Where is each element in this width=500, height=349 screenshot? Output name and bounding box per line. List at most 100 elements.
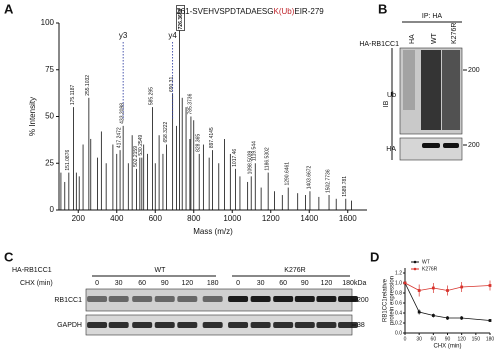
x-tick-label: 90 — [445, 336, 451, 342]
point — [460, 285, 464, 289]
time-label: 120 — [321, 280, 333, 287]
x-tick-label: 1400 — [300, 214, 318, 223]
peak-label: 1403.6672 — [306, 165, 312, 189]
peak-label: 151.0876 — [65, 150, 71, 171]
title-part: 261-SVEHVSPDTADAESG — [176, 7, 273, 16]
band — [132, 296, 153, 302]
lane-label: K276R — [451, 23, 458, 44]
band — [273, 296, 294, 302]
peak-label: 658.3222 — [163, 121, 169, 142]
band — [108, 322, 129, 328]
panel-letter: D — [370, 249, 379, 264]
peak-label: 785.3736 — [187, 93, 193, 114]
x-tick-label: 1600 — [339, 214, 357, 223]
smear — [421, 50, 441, 130]
row-label: HA — [386, 146, 396, 153]
y-tick-label: 50 — [45, 112, 54, 121]
x-tick-label: 180 — [486, 336, 495, 342]
peak-label: 1098.5039 — [248, 150, 254, 174]
band — [177, 322, 198, 328]
peak-label: 502.2159 — [133, 146, 139, 167]
band — [338, 322, 359, 328]
x-tick-label: 120 — [457, 336, 466, 342]
time-label: 30 — [115, 280, 123, 287]
x-tick-label: 200 — [72, 214, 86, 223]
marker-label: 200 — [357, 297, 369, 304]
band — [87, 322, 108, 328]
y-tick-label: 0.6 — [395, 300, 402, 306]
panel-letter: A — [4, 1, 14, 16]
x-axis-label: Mass (m/z) — [193, 227, 233, 236]
band — [132, 322, 153, 328]
marker-label: 200 — [468, 142, 480, 149]
x-tick-label: 30 — [416, 336, 422, 342]
y-axis-label: protein expression — [390, 276, 396, 325]
x-tick-label: 0 — [404, 336, 407, 342]
peak-label: 255.1032 — [85, 75, 91, 96]
band — [338, 296, 359, 302]
point — [417, 310, 421, 314]
band — [202, 322, 223, 328]
point — [446, 316, 449, 320]
y-tick-label: 0.4 — [395, 310, 402, 316]
time-label: 90 — [301, 280, 309, 287]
point — [488, 319, 492, 322]
point — [431, 286, 435, 290]
point — [460, 316, 464, 320]
peak-label: 1119.544 — [252, 141, 258, 161]
lane-label: HA — [409, 34, 416, 44]
time-label: 0 — [95, 280, 99, 287]
x-tick-label: 60 — [431, 336, 437, 342]
band — [294, 296, 315, 302]
peak-label: 417.2472 — [116, 127, 122, 148]
peak-label: 585.295 — [149, 87, 155, 105]
time-label: 60 — [138, 280, 146, 287]
peak-label: 690.31 — [169, 77, 175, 93]
smear — [442, 50, 460, 130]
ip-label: IP: HA — [422, 13, 443, 20]
point — [431, 314, 435, 317]
y-tick-label: 1.2 — [395, 270, 402, 276]
peak-label: 897.4145 — [209, 127, 215, 148]
y-axis-label: RB1CC1relative — [383, 278, 389, 322]
band — [228, 322, 249, 328]
ib-label: IB — [383, 100, 390, 107]
label-box — [176, 5, 185, 31]
ion-label: y3 — [119, 31, 128, 40]
x-tick-label: 1200 — [262, 214, 280, 223]
legend-label: K276R — [422, 266, 438, 272]
smear — [403, 50, 415, 110]
y-tick-label: 0.0 — [395, 330, 402, 336]
title-part: EIR-279 — [294, 7, 324, 16]
point — [488, 284, 492, 287]
peak-label: 530.2549 — [138, 135, 144, 156]
ion-label: y4 — [168, 31, 177, 40]
band — [108, 296, 129, 302]
band — [443, 143, 459, 148]
y-tick-label: 25 — [45, 158, 54, 167]
point — [403, 281, 407, 285]
time-label: 180 — [342, 280, 354, 287]
band — [250, 322, 271, 328]
row-label: RB1CC1 — [54, 297, 82, 304]
peak-label: 433.2098 — [119, 103, 125, 124]
band — [273, 322, 294, 328]
peak-label: 1186.5302 — [264, 147, 270, 170]
row-label: GAPDH — [57, 322, 82, 329]
x-tick-label: 1000 — [223, 214, 241, 223]
y-tick-label: 0.2 — [395, 320, 402, 326]
band — [177, 296, 198, 302]
band — [87, 296, 108, 302]
x-tick-label: 800 — [187, 214, 201, 223]
group-label: WT — [155, 267, 167, 274]
legend-marker — [413, 260, 417, 264]
peak-label: 726.3688 — [178, 8, 184, 29]
panel-letter: C — [4, 249, 14, 264]
row-label: Ub — [387, 92, 396, 99]
time-label: 60 — [279, 280, 287, 287]
series-line — [404, 282, 491, 321]
band — [422, 143, 440, 148]
band — [154, 322, 175, 328]
legend-marker — [413, 267, 417, 271]
peak-label: 175.1187 — [70, 84, 76, 105]
